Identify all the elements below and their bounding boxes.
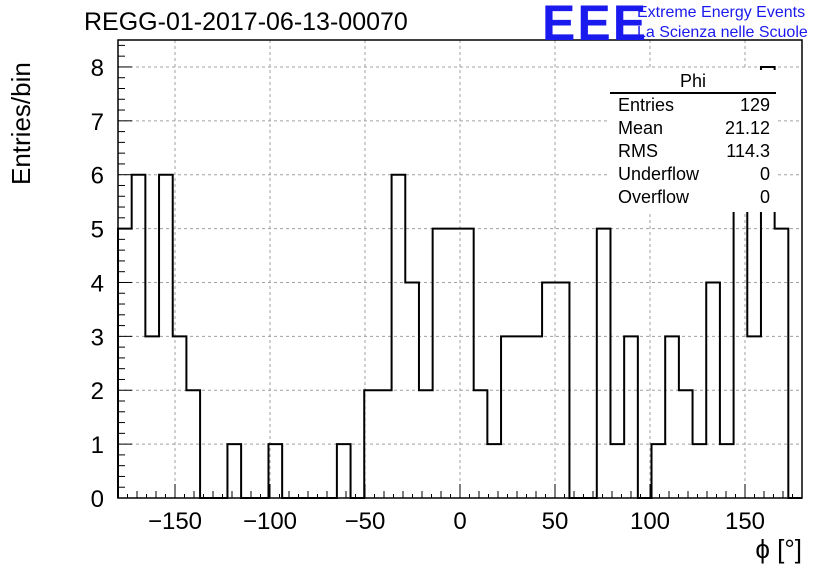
histogram-bin <box>186 390 200 498</box>
stats-box: Phi Entries 129 Mean 21.12 RMS 114.3 Underf… <box>610 70 776 212</box>
y-tick-label: 6 <box>91 163 104 190</box>
histogram-bin <box>652 444 666 498</box>
histogram-bin <box>693 444 707 498</box>
histogram-bin <box>706 282 720 498</box>
stats-row: Overflow 0 <box>610 186 776 209</box>
x-tick-label: 50 <box>542 508 569 535</box>
y-tick-label: 0 <box>91 486 104 513</box>
histogram-bin <box>132 175 146 498</box>
stats-key: Underflow <box>618 164 700 184</box>
histogram-bin <box>419 390 433 498</box>
histogram-bin <box>556 282 570 498</box>
x-tick-label: −150 <box>148 508 202 535</box>
histogram-bin <box>460 229 474 498</box>
axis-ticks: −150 −100 −50 0 50 100 150 0 1 2 3 4 5 6 7 8 <box>91 44 793 535</box>
stats-row: Entries 129 <box>610 94 776 117</box>
stats-key: Overflow <box>618 187 690 207</box>
histogram-bin <box>378 390 392 498</box>
histogram-bin <box>337 444 351 498</box>
histogram-bin <box>474 390 488 498</box>
logo-line-2: La Scienza nelle Scuole <box>637 24 808 41</box>
histogram-bin <box>173 336 187 498</box>
x-tick-label: 100 <box>630 508 670 535</box>
stats-box-title: Phi <box>610 70 776 94</box>
y-tick-label: 2 <box>91 378 104 405</box>
y-tick-label: 1 <box>91 432 104 459</box>
y-tick-label: 8 <box>91 55 104 82</box>
stats-value: 114.3 <box>726 141 770 161</box>
histogram-bin <box>433 229 447 498</box>
stats-value: 0 <box>759 187 770 207</box>
x-tick-label: 0 <box>453 508 466 535</box>
eee-logo: EEE <box>542 0 649 51</box>
y-tick-label: 3 <box>91 324 104 351</box>
stats-row: Underflow 0 <box>610 163 776 186</box>
x-axis-label: ϕ [°] <box>755 534 802 564</box>
histogram-bin <box>446 229 460 498</box>
y-tick-label: 5 <box>91 217 104 244</box>
logo-line-1: Extreme Energy Events <box>637 4 806 21</box>
stats-value: 21.12 <box>724 118 770 138</box>
stats-key: Entries <box>618 95 675 115</box>
histogram-bin <box>597 229 611 498</box>
histogram-bin <box>487 444 501 498</box>
stats-value: 129 <box>739 95 770 115</box>
y-axis-label: Entries/bin <box>6 62 36 185</box>
histogram-bin <box>775 229 789 498</box>
histogram-bin <box>624 336 638 498</box>
histogram-bin <box>145 336 159 498</box>
histogram-bin <box>118 229 132 498</box>
x-tick-label: 150 <box>725 508 765 535</box>
histogram-bin <box>542 282 556 498</box>
histogram-bin <box>405 282 419 498</box>
chart-title: REGG-01-2017-06-13-00070 <box>84 8 408 36</box>
stats-key: RMS <box>618 141 658 161</box>
grid-lines <box>118 40 802 498</box>
histogram-bin <box>364 390 378 498</box>
stats-key: Mean <box>618 118 664 138</box>
histogram-bin <box>610 444 624 498</box>
y-tick-label: 7 <box>91 109 104 136</box>
histogram-bin <box>665 336 679 498</box>
histogram-bin <box>159 175 173 498</box>
stats-row: RMS 114.3 <box>610 140 776 163</box>
y-tick-label: 4 <box>91 270 104 297</box>
histogram-bin <box>679 390 693 498</box>
x-tick-label: −50 <box>345 508 386 535</box>
histogram-bin <box>528 336 542 498</box>
histogram-bin <box>227 444 241 498</box>
histogram-bin <box>747 336 761 498</box>
x-tick-label: −100 <box>243 508 297 535</box>
histogram-bin <box>392 175 406 498</box>
histogram-bin <box>720 444 734 498</box>
histogram-bin <box>501 336 515 498</box>
stats-value: 0 <box>759 164 770 184</box>
histogram-bin <box>268 444 282 498</box>
histogram-bin <box>515 336 529 498</box>
stats-row: Mean 21.12 <box>610 117 776 140</box>
